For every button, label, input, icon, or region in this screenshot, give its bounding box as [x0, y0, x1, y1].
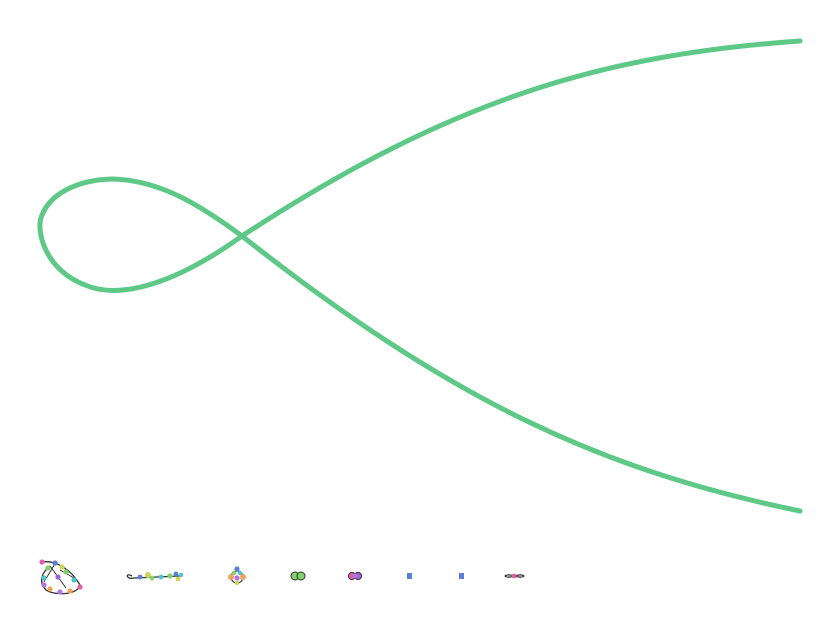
thumbnail-1-node — [47, 586, 52, 591]
thumbnail-8 — [505, 574, 524, 579]
thumbnail-strip — [39, 559, 524, 594]
thumbnail-6 — [407, 573, 412, 579]
thumbnail-1-node — [55, 574, 60, 579]
thumbnail-3-node — [238, 571, 242, 575]
thumbnail-1-node — [67, 588, 72, 593]
thumbnail-2-node — [138, 575, 143, 580]
thumbnail-2-node — [176, 577, 181, 582]
thumbnail-4-node — [297, 572, 305, 580]
thumbnail-1-node — [41, 575, 46, 580]
thumbnail-1-node — [57, 589, 62, 594]
thumbnail-8-node — [512, 574, 517, 579]
thumbnail-4 — [291, 572, 305, 580]
thumbnail-3-node — [232, 571, 236, 575]
thumbnail-1-node — [45, 565, 50, 570]
thumbnail-2 — [127, 572, 183, 582]
thumbnail-5-node — [353, 574, 358, 579]
thumbnail-3 — [228, 566, 246, 585]
thumbnail-2-node — [167, 573, 172, 578]
thumbnail-1-node — [63, 569, 68, 574]
loop-curve — [40, 41, 800, 511]
thumbnail-3-node — [235, 581, 239, 585]
thumbnail-1-node — [52, 560, 57, 565]
thumbnail-7 — [459, 573, 464, 579]
thumbnail-2-node — [174, 572, 179, 577]
thumbnail-1-node — [77, 584, 82, 589]
thumbnail-3-node — [234, 575, 239, 580]
thumbnail-1-node — [59, 564, 64, 569]
thumbnail-3-node — [234, 566, 239, 571]
thumbnail-2-node — [179, 573, 183, 577]
thumbnail-1-node — [39, 559, 44, 564]
thumbnail-1-node — [71, 577, 76, 582]
thumbnail-2-node — [159, 575, 164, 580]
thumbnail-2-node — [150, 576, 155, 581]
thumbnail-5 — [348, 572, 361, 579]
thumbnail-1-node — [41, 582, 46, 587]
thumbnail-1 — [39, 559, 82, 594]
